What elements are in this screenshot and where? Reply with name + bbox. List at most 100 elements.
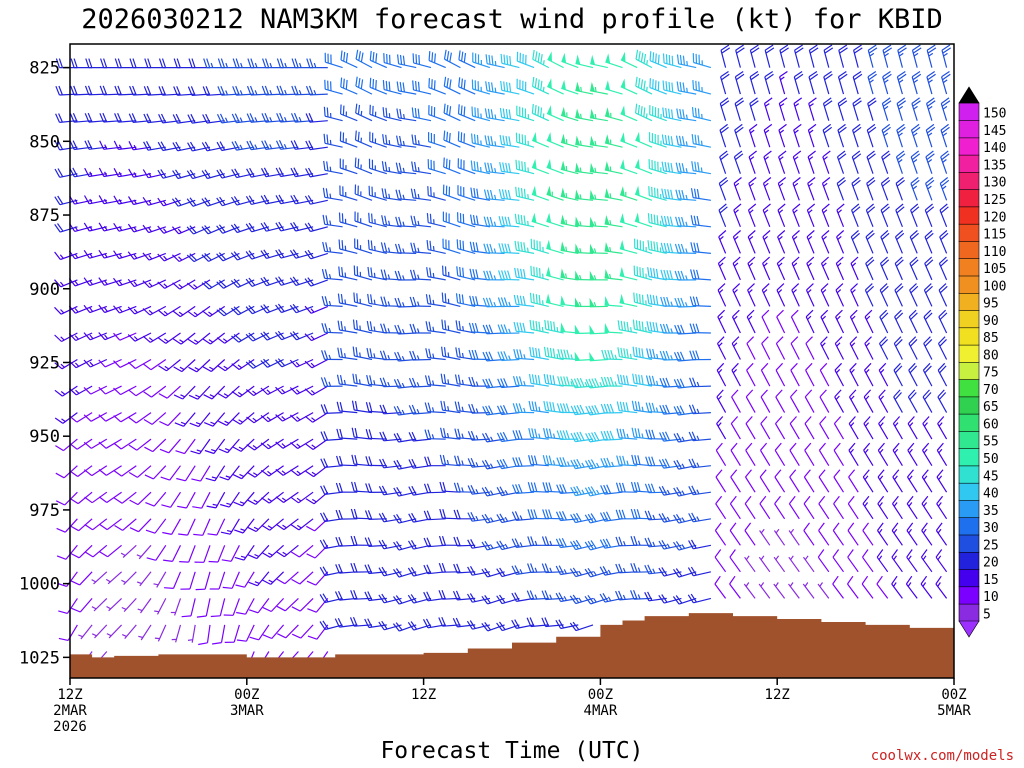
barb-staff [862, 556, 874, 573]
barb-feather [576, 458, 582, 468]
barb-staff [663, 412, 682, 415]
barb-feather [643, 107, 646, 117]
barb-staff [909, 289, 918, 307]
barb-feather [717, 336, 725, 344]
barb-staff [153, 465, 167, 480]
barb-feather [940, 206, 949, 214]
barb-staff [560, 518, 579, 522]
barb-half-feather [508, 355, 511, 361]
barb-half-feather [387, 381, 391, 387]
barb-feather [605, 538, 612, 548]
barb-staff [590, 518, 608, 524]
barb-feather [172, 142, 179, 152]
barb-feather [290, 195, 296, 205]
barb-feather [395, 162, 399, 173]
colorbar-label: 40 [983, 487, 999, 502]
barb-staff [761, 343, 771, 360]
barb-half-feather [238, 446, 244, 450]
barb-half-feather [764, 182, 769, 187]
barb-feather [500, 297, 505, 307]
barb-staff [398, 491, 417, 497]
barb-feather [384, 188, 388, 199]
barb-feather [620, 320, 624, 331]
barb-feather [823, 44, 833, 51]
barb-feather [407, 540, 414, 550]
barb-half-feather [267, 498, 273, 502]
barb-feather [396, 459, 403, 469]
barb-feather [615, 590, 620, 601]
x-tick-label: 12Z [57, 687, 82, 703]
barb-staff [501, 332, 520, 335]
barb-half-feather [163, 255, 168, 261]
barb-feather [910, 285, 919, 294]
barb-feather [635, 347, 638, 357]
barb-feather [545, 482, 550, 492]
barb-feather [292, 331, 300, 340]
barb-staff [266, 226, 284, 232]
barb-feather [337, 293, 341, 304]
barb-staff [122, 518, 137, 531]
colorbar-swatch [958, 206, 980, 225]
barb-feather [678, 162, 682, 173]
barb-half-feather [913, 105, 918, 110]
barb-feather [604, 349, 609, 360]
barb-half-feather [295, 361, 300, 367]
barb-staff [121, 491, 137, 504]
barb-feather [444, 293, 447, 303]
barb-feather [920, 575, 928, 585]
barb-feather [867, 97, 876, 104]
barb-half-feather [659, 247, 662, 253]
barb-staff [530, 490, 549, 493]
barb-staff [715, 503, 727, 520]
barb-feather [515, 376, 520, 386]
barb-feather [461, 294, 464, 305]
barb-feather [563, 376, 567, 386]
barb-half-feather [104, 307, 108, 312]
barb-feather [647, 564, 653, 574]
barb-pennant [604, 188, 610, 198]
barb-feather [275, 468, 284, 476]
barb-half-feather [626, 433, 629, 439]
barb-feather [204, 141, 211, 151]
barb-feather [545, 509, 550, 519]
barb-feather [911, 97, 920, 104]
barb-staff [444, 85, 461, 95]
barb-feather [548, 509, 553, 519]
barb-staff [65, 544, 78, 560]
barb-staff [878, 396, 889, 413]
barb-feather [585, 406, 591, 416]
barb-feather [247, 58, 252, 68]
colorbar-swatch [958, 189, 980, 208]
barb-half-feather [226, 502, 232, 506]
barb-feather [98, 222, 105, 232]
barb-staff [236, 173, 255, 179]
barb-feather [323, 377, 329, 387]
barb-feather [413, 215, 417, 226]
barb-feather [673, 406, 679, 416]
barb-feather [304, 360, 313, 369]
barb-feather [621, 482, 626, 493]
barb-half-feather [552, 460, 556, 466]
barb-staff [941, 76, 948, 95]
barb-half-feather [417, 301, 420, 307]
barb-half-feather [403, 113, 405, 119]
barb-feather [542, 482, 547, 492]
barb-half-feather [626, 460, 629, 466]
barb-staff [718, 183, 727, 201]
barb-feather [541, 563, 547, 573]
barb-feather [456, 563, 461, 573]
barb-staff [822, 129, 830, 148]
barb-feather [293, 140, 299, 150]
barb-staff [897, 50, 903, 68]
barb-feather [249, 140, 255, 150]
barb-feather [563, 349, 567, 359]
barb-half-feather [584, 381, 588, 387]
barb-staff [501, 224, 520, 228]
barb-feather [911, 179, 920, 187]
barb-feather [792, 150, 802, 158]
colorbar-label: 30 [983, 521, 999, 536]
barb-feather [439, 454, 444, 465]
barb-staff [458, 140, 476, 148]
barb-feather [261, 113, 267, 123]
barb-feather [177, 505, 187, 509]
